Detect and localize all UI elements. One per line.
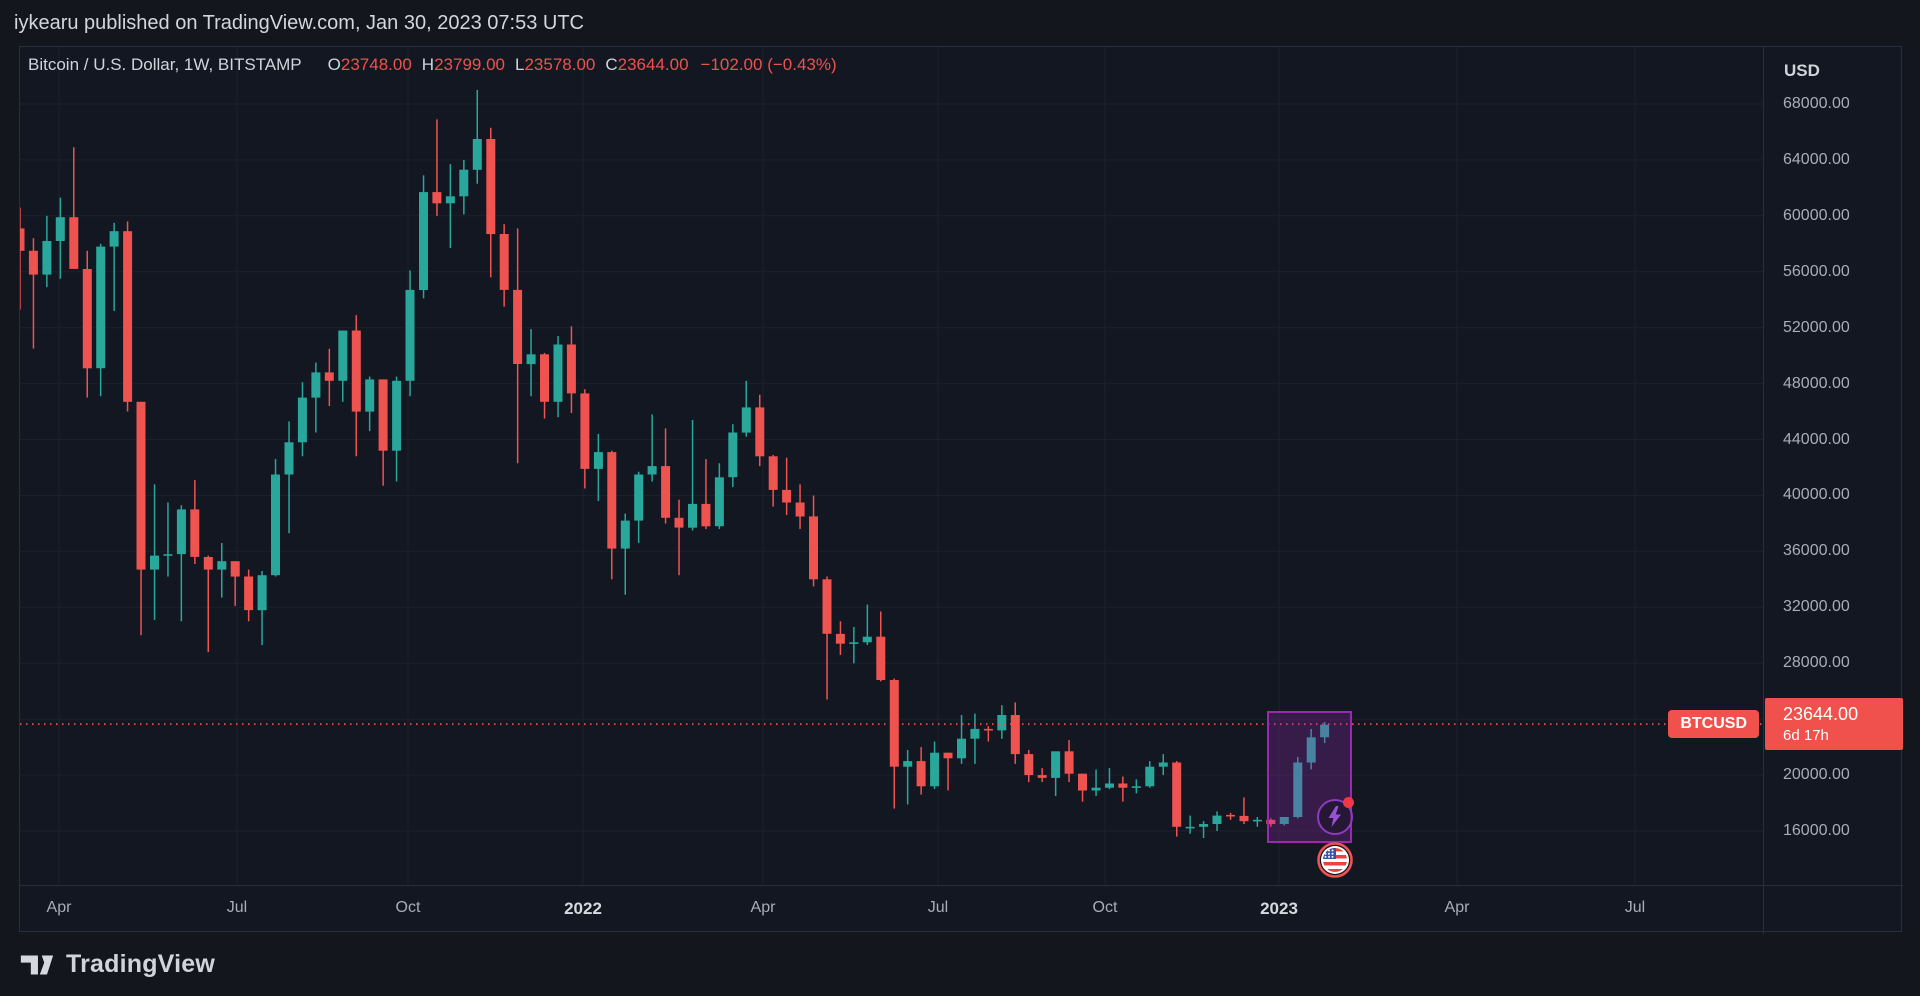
publish-info-bar: iykearu published on TradingView.com, Ja… [0, 0, 1920, 46]
time-tick-label: 2022 [564, 899, 602, 918]
time-tick-label: Apr [46, 899, 72, 916]
us-flag-graphic [1317, 842, 1353, 878]
last-price-badge: 23644.00 6d 17h [1765, 698, 1903, 751]
footer: TradingView [0, 932, 1920, 996]
price-tick-label: 32000.00 [1783, 598, 1850, 615]
time-tick-label: Oct [395, 899, 421, 916]
ohlc-key: C [605, 55, 618, 74]
price-tick-label: 44000.00 [1783, 431, 1850, 448]
price-tick-label: 40000.00 [1783, 486, 1850, 503]
change-value: −102.00 (−0.43%) [700, 55, 837, 74]
ohlc-key: H [421, 55, 435, 74]
ohlc-value: 23578.00 [524, 55, 596, 74]
lightning-bolt-icon [1328, 806, 1341, 827]
flash-drawing-icon[interactable] [1317, 797, 1354, 835]
price-tick-label: 56000.00 [1783, 263, 1850, 280]
chart-legend: Bitcoin / U.S. Dollar, 1W, BITSTAMP O 2374… [28, 55, 837, 75]
last-price-value: 23644.00 [1783, 704, 1859, 725]
candlestick-chart[interactable] [20, 47, 1763, 885]
time-tick-label: Oct [1092, 899, 1118, 916]
tradingview-logo-icon[interactable] [18, 948, 56, 980]
price-tick-label: 48000.00 [1783, 375, 1850, 392]
ohlc-key: L [514, 55, 525, 74]
publish-info-text: iykearu published on TradingView.com, Ja… [14, 12, 584, 34]
time-tick-label: 2023 [1260, 899, 1298, 918]
chart-pane[interactable]: Bitcoin / U.S. Dollar, 1W, BITSTAMP O 2374… [20, 47, 1763, 885]
ohlc-value: 23748.00 [340, 55, 412, 74]
candles-layer [20, 90, 1330, 838]
symbol-title[interactable]: Bitcoin / U.S. Dollar, 1W, BITSTAMP [28, 55, 302, 74]
price-axis[interactable]: USD 68000.00 64000.00 60000.00 56000.00 5200… [1763, 47, 1903, 885]
ohlc-value: 23644.00 [617, 55, 689, 74]
price-tick-label: 60000.00 [1783, 207, 1850, 224]
price-tick-label: 16000.00 [1783, 822, 1850, 839]
us-flag-icon[interactable] [1317, 842, 1353, 878]
bar-countdown: 6d 17h [1783, 727, 1829, 745]
time-tick-label: Jul [927, 899, 949, 916]
time-tick-label: Jul [1624, 899, 1646, 916]
currency-label: USD [1784, 61, 1820, 80]
time-axis[interactable]: Apr Jul Oct 2022 Apr Jul Oct 2023 Apr Jul [20, 885, 1903, 934]
ohlc-key: O [327, 55, 341, 74]
chart-widget: Bitcoin / U.S. Dollar, 1W, BITSTAMP O 2374… [19, 46, 1903, 934]
red-dot-icon [1343, 797, 1354, 808]
tradingview-brand[interactable]: TradingView [66, 949, 216, 978]
price-tick-label: 28000.00 [1783, 654, 1850, 671]
price-tick-label: 36000.00 [1783, 542, 1850, 559]
price-tick-label: 20000.00 [1783, 766, 1850, 783]
time-tick-label: Apr [1444, 899, 1470, 916]
price-tick-label: 52000.00 [1783, 319, 1850, 336]
price-line-symbol-badge: BTCUSD [1668, 710, 1759, 739]
legend-ohlc: O 23748.00 H 23799.00 L 23578.00 C 23644.00 [318, 55, 689, 75]
ohlc-value: 23799.00 [434, 55, 505, 74]
price-tick-label: 64000.00 [1783, 151, 1850, 168]
time-tick-label: Jul [226, 899, 248, 916]
time-tick-label: Apr [750, 899, 776, 916]
price-tick-label: 68000.00 [1783, 95, 1850, 112]
